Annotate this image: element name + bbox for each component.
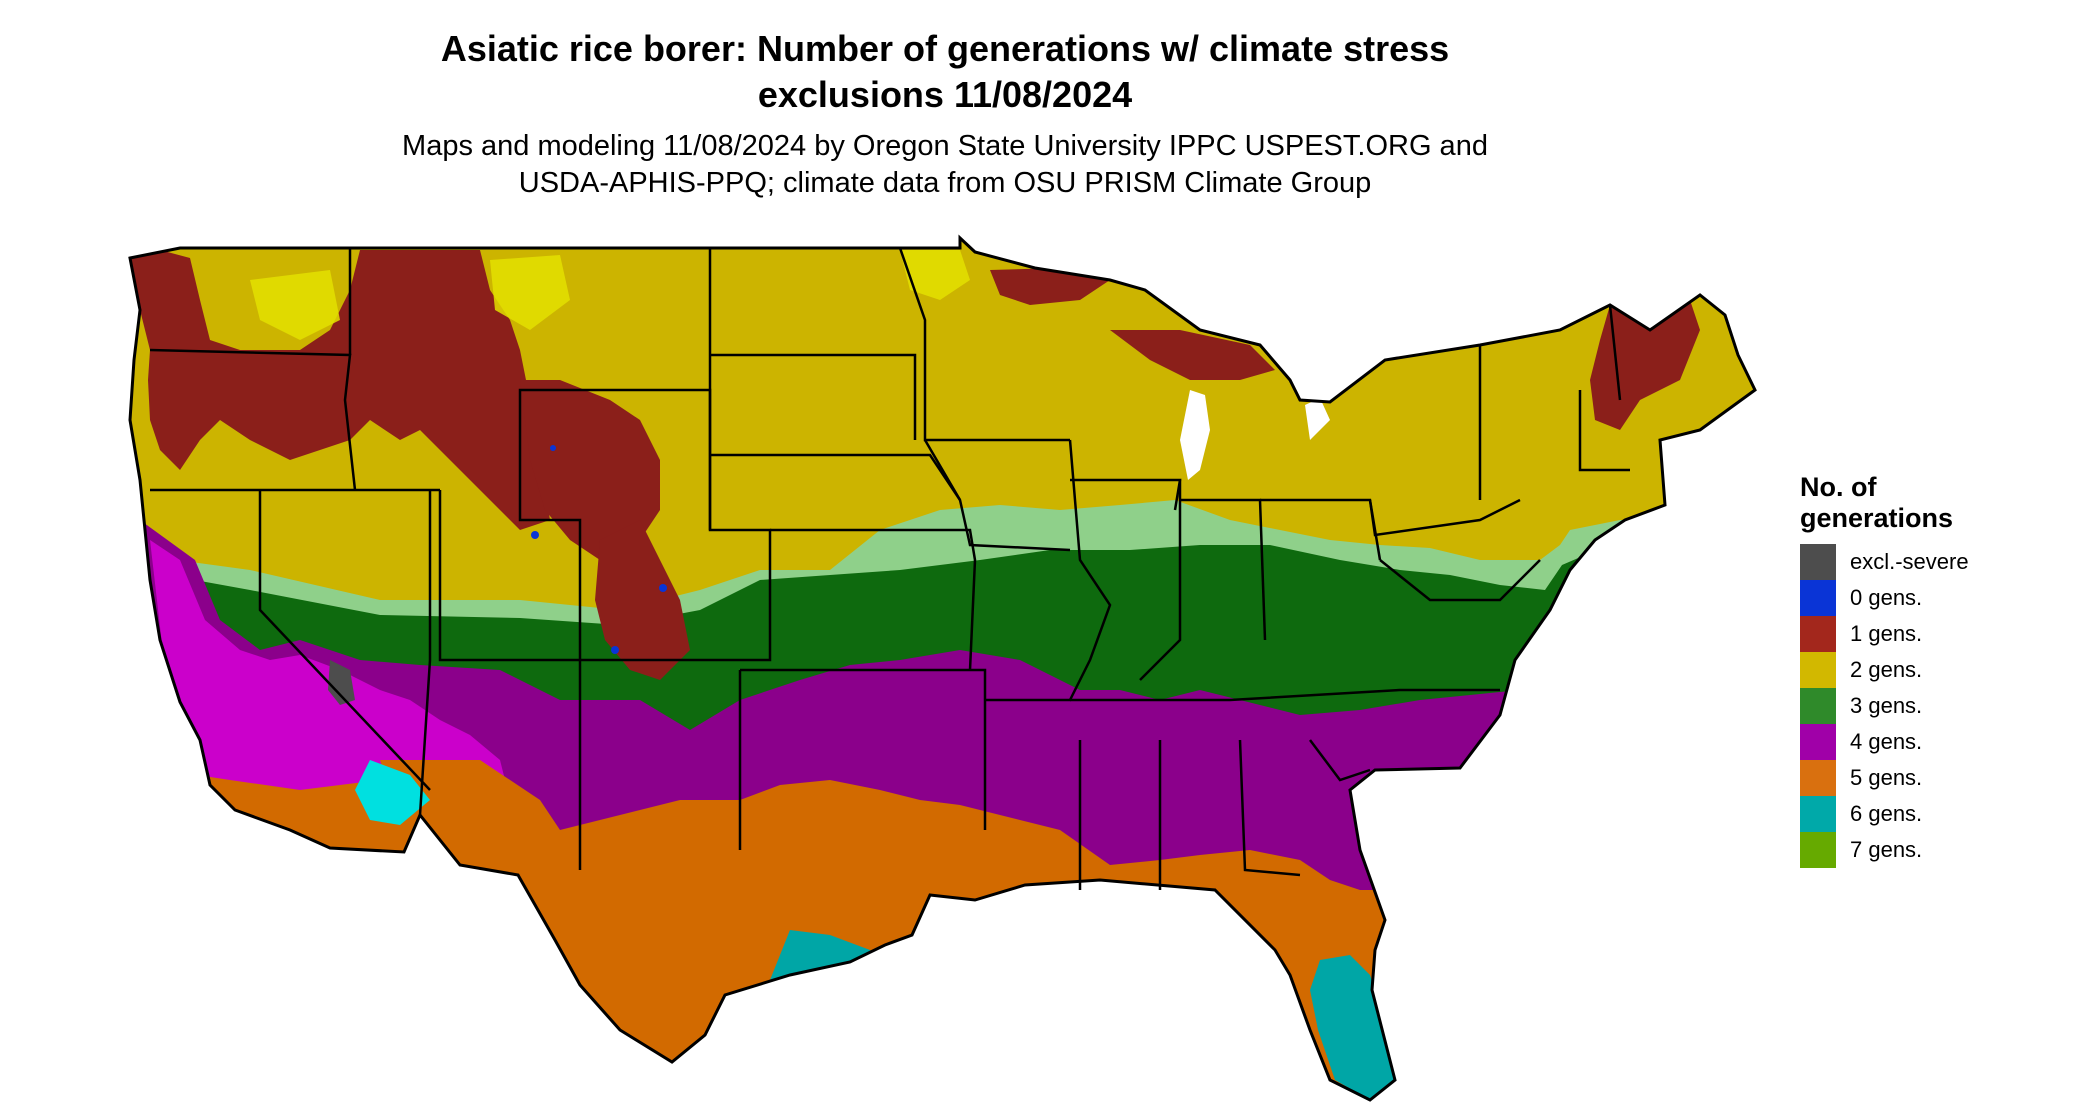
legend-title-line-1: No. of xyxy=(1800,472,1877,502)
great-lakes xyxy=(1180,390,1330,480)
legend-swatch xyxy=(1800,760,1836,796)
legend-label: 3 gens. xyxy=(1850,693,1923,718)
us-outline xyxy=(128,234,1757,1102)
title-line-1: Asiatic rice borer: Number of generation… xyxy=(440,28,1450,69)
zone-0-gens-speck xyxy=(659,584,667,592)
legend-item-7-gens: 7 gens. xyxy=(1800,832,2080,868)
legend-title-line-2: generations xyxy=(1800,503,1954,533)
zone-6-gens-desert xyxy=(355,760,430,825)
legend-item-2-gens: 2 gens. xyxy=(1800,652,2080,688)
legend-item-1-gens: 1 gens. xyxy=(1800,616,2080,652)
legend-label: 7 gens. xyxy=(1850,837,1923,862)
zone-0-gens-speck xyxy=(550,445,556,451)
subtitle-line-2: USDA-APHIS-PPQ; climate data from OSU PR… xyxy=(518,167,1372,199)
us-generations-map xyxy=(128,234,1757,1102)
zone-excluded xyxy=(328,660,355,705)
legend-label: 1 gens. xyxy=(1850,621,1923,646)
legend-item-6-gens: 6 gens. xyxy=(1800,796,2080,832)
subtitle-line-1: Maps and modeling 11/08/2024 by Oregon S… xyxy=(402,130,1488,162)
legend-swatch xyxy=(1800,724,1836,760)
zone-1-gens-colorado xyxy=(595,520,690,680)
zone-2-gens-light-montana xyxy=(490,255,570,330)
legend-title: No. of generations xyxy=(1800,472,2080,534)
legend-label: excl.-severe xyxy=(1850,549,1969,574)
legend-item-excluded: excl.-severe xyxy=(1800,544,2080,580)
legend: No. of generations excl.-severe 0 gens. … xyxy=(1800,472,2080,868)
zone-1-gens-northwest xyxy=(130,250,550,530)
legend-swatch xyxy=(1800,796,1836,832)
legend-item-3-gens: 3 gens. xyxy=(1800,688,2080,724)
legend-swatch xyxy=(1800,616,1836,652)
zone-6-gens-texas xyxy=(770,930,920,1080)
legend-label: 4 gens. xyxy=(1850,729,1923,754)
lake-michigan xyxy=(1180,390,1210,480)
legend-swatch xyxy=(1800,652,1836,688)
lake-huron-bay xyxy=(1305,398,1330,440)
map-title: Asiatic rice borer: Number of generation… xyxy=(0,26,1890,118)
zone-5-gens xyxy=(130,760,1755,1100)
zone-1-gens-lake-superior xyxy=(990,268,1110,305)
legend-swatch xyxy=(1800,688,1836,724)
legend-label: 6 gens. xyxy=(1850,801,1923,826)
legend-item-5-gens: 5 gens. xyxy=(1800,760,2080,796)
zone-0-gens-speck xyxy=(611,646,619,654)
legend-item-4-gens: 4 gens. xyxy=(1800,724,2080,760)
state-boundaries xyxy=(149,247,1630,890)
zone-2-gens-light-minnesota xyxy=(900,250,970,300)
legend-item-0-gens: 0 gens. xyxy=(1800,580,2080,616)
legend-label: 0 gens. xyxy=(1850,585,1923,610)
title-line-2: exclusions 11/08/2024 xyxy=(757,74,1133,115)
legend-label: 5 gens. xyxy=(1850,765,1923,790)
zone-2-gens-light-idaho xyxy=(250,270,340,340)
map-subtitle: Maps and modeling 11/08/2024 by Oregon S… xyxy=(0,128,1890,202)
zone-1-gens-michigan-up xyxy=(1110,330,1275,380)
legend-label: 2 gens. xyxy=(1850,657,1923,682)
zone-1-gens-wyoming xyxy=(520,380,660,560)
zone-1-gens-maine xyxy=(1590,300,1700,430)
legend-swatch xyxy=(1800,832,1836,868)
legend-swatch xyxy=(1800,544,1836,580)
legend-swatch xyxy=(1800,580,1836,616)
zone-0-gens-speck xyxy=(531,531,539,539)
